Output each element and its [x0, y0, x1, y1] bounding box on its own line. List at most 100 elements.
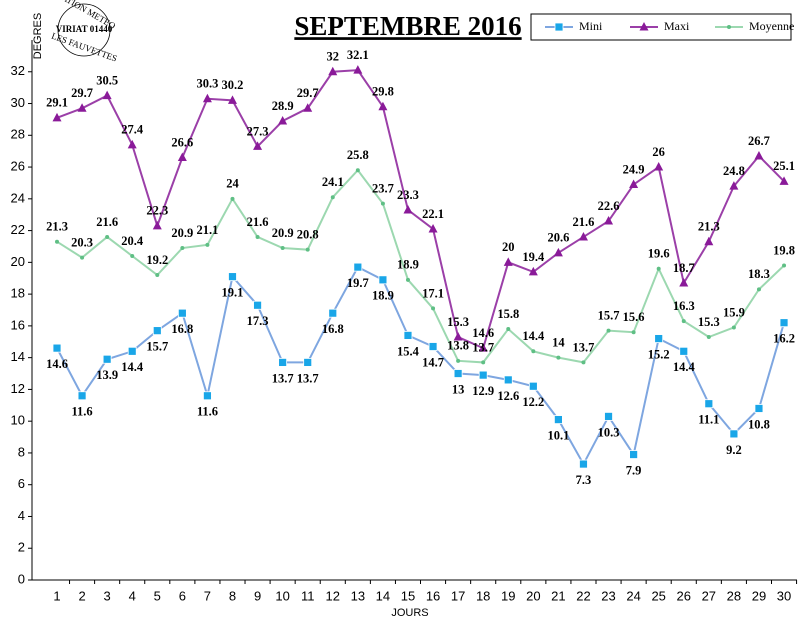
point: [378, 101, 388, 111]
point: [303, 103, 313, 112]
point: [782, 263, 787, 268]
data-label: 10.3: [598, 425, 620, 439]
point: [729, 429, 739, 439]
data-label: 23.3: [397, 188, 419, 202]
x-axis-label: JOURS: [391, 607, 428, 619]
data-label: 18.7: [673, 261, 695, 275]
data-label: 13.7: [573, 340, 595, 354]
data-label: 13.7: [272, 371, 294, 385]
point: [253, 141, 263, 150]
data-label: 19.2: [146, 253, 168, 267]
legend-marker: [639, 22, 649, 31]
point: [679, 278, 689, 287]
point: [203, 391, 212, 401]
data-label: 15.2: [648, 347, 670, 361]
point: [105, 234, 110, 239]
data-label: 20: [502, 240, 515, 254]
data-label: 16.8: [171, 322, 193, 336]
x-tick-label: 20: [526, 588, 540, 603]
y-tick-label: 6: [18, 476, 25, 491]
point: [478, 343, 488, 352]
x-tick-label: 17: [451, 588, 465, 603]
y-tick-label: 18: [11, 286, 25, 301]
point: [305, 247, 310, 252]
y-tick-label: 14: [11, 349, 25, 364]
y-axis-label: DEGRES: [32, 13, 44, 59]
data-label: 24: [226, 177, 239, 191]
data-label: 28.9: [272, 99, 294, 113]
data-label: 17.3: [247, 314, 269, 328]
y-tick-label: 30: [11, 95, 25, 110]
x-tick-label: 27: [702, 588, 716, 603]
data-label: 7.9: [626, 463, 642, 477]
x-tick-label: 29: [752, 588, 766, 603]
point: [779, 176, 789, 185]
data-label: 21.3: [46, 220, 68, 234]
y-tick-label: 16: [11, 317, 25, 332]
x-tick-label: 21: [551, 588, 565, 603]
y-tick-label: 24: [11, 190, 25, 205]
legend-marker: [554, 22, 564, 32]
data-label: 24.1: [322, 175, 344, 189]
legend-label: Maxi: [664, 19, 690, 33]
point: [528, 266, 538, 276]
data-label: 23.7: [372, 181, 394, 195]
data-label: 20.8: [297, 228, 319, 242]
point: [629, 179, 639, 189]
point: [428, 224, 438, 233]
data-label: 26.6: [171, 135, 193, 149]
point: [656, 266, 661, 271]
data-label: 15.6: [623, 310, 645, 324]
point: [177, 152, 187, 162]
data-label: 21.6: [573, 215, 595, 229]
x-tick-label: 10: [275, 588, 289, 603]
point: [679, 346, 689, 356]
point: [554, 415, 563, 424]
point: [227, 95, 237, 104]
point: [654, 334, 664, 343]
data-label: 22.1: [422, 207, 444, 221]
data-label: 16.3: [673, 299, 695, 313]
data-label: 25.1: [773, 159, 795, 173]
data-label: 14.4: [673, 360, 696, 374]
point: [503, 257, 513, 266]
data-label: 14.6: [46, 357, 68, 371]
x-tick-label: 15: [401, 588, 415, 603]
y-tick-label: 22: [11, 222, 25, 237]
data-label: 11.6: [71, 405, 92, 419]
point: [681, 319, 686, 324]
x-tick-label: 13: [351, 588, 365, 603]
point: [556, 355, 561, 360]
data-label: 20.3: [71, 235, 93, 249]
data-label: 15.3: [698, 315, 720, 329]
data-label: 19.7: [347, 276, 369, 290]
x-tick-label: 30: [777, 588, 791, 603]
point: [177, 308, 187, 318]
data-label: 27.4: [121, 123, 144, 137]
x-tick-label: 22: [576, 588, 590, 603]
series-line: [56, 168, 785, 364]
data-label: 21.6: [96, 215, 118, 229]
data-label: 29.7: [297, 86, 319, 100]
chart-title: SEPTEMBRE 2016: [294, 11, 521, 41]
data-label: 27.3: [247, 124, 269, 138]
point: [52, 112, 62, 122]
point: [729, 181, 739, 190]
logo-middle: VIRIAT 01440: [56, 24, 113, 34]
data-label: 30.2: [222, 78, 244, 92]
point: [428, 342, 438, 351]
point: [578, 231, 588, 241]
point: [456, 358, 461, 363]
point: [453, 332, 463, 341]
data-label: 15.7: [146, 340, 168, 354]
data-label: 29.7: [71, 86, 93, 100]
data-label: 14.4: [522, 329, 545, 343]
x-tick-label: 7: [204, 588, 211, 603]
point: [355, 168, 360, 173]
point: [55, 239, 59, 244]
point: [303, 358, 313, 367]
point: [253, 300, 262, 310]
point: [481, 360, 486, 365]
data-label: 29.1: [46, 96, 68, 110]
